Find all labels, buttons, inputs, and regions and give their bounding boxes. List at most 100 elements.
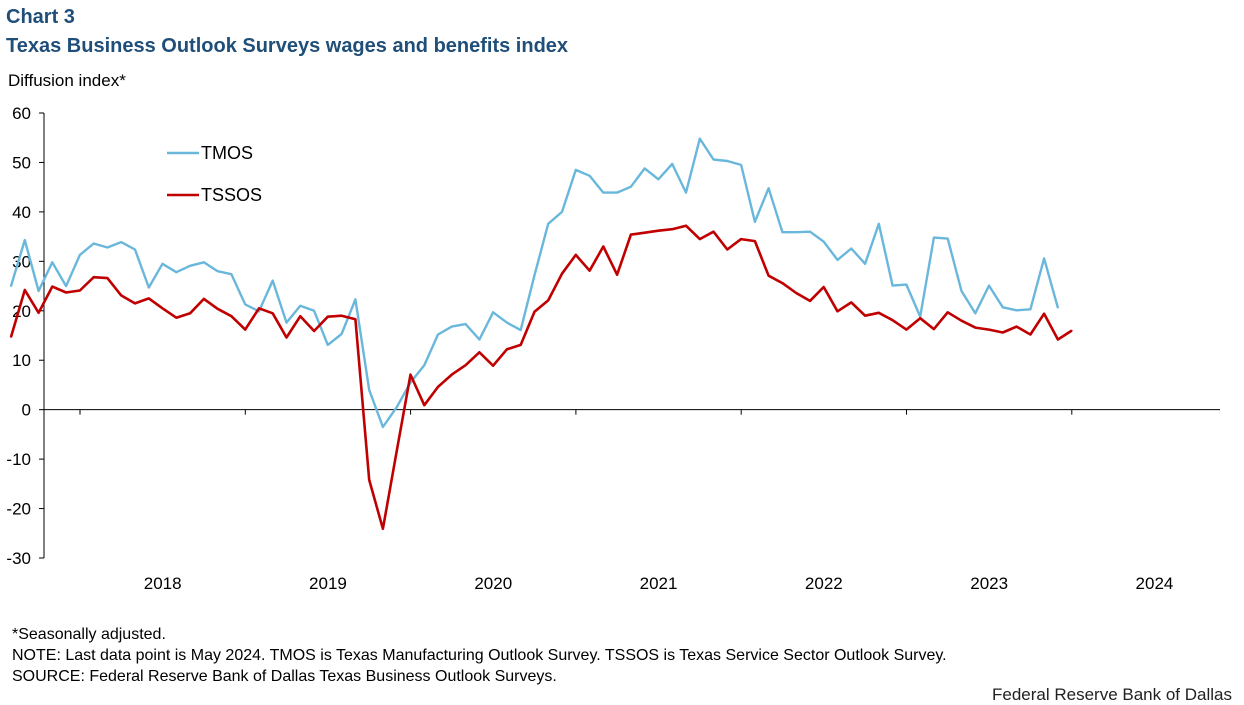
data-point-tmos bbox=[437, 333, 439, 336]
data-point-tssos bbox=[120, 294, 123, 297]
series-line-tmos bbox=[9, 137, 1060, 429]
data-point-tssos bbox=[864, 314, 866, 317]
data-point-tssos bbox=[313, 330, 315, 332]
data-point-tmos bbox=[354, 298, 357, 301]
data-point-tssos bbox=[478, 351, 481, 354]
data-point-tssos bbox=[822, 286, 825, 288]
data-point-tmos bbox=[685, 191, 687, 194]
data-point-tmos bbox=[781, 231, 784, 234]
data-point-tmos bbox=[712, 158, 715, 161]
data-point-tmos bbox=[933, 236, 935, 239]
data-point-tssos bbox=[781, 282, 784, 284]
x-tick-label: 2018 bbox=[144, 574, 182, 593]
data-point-tmos bbox=[175, 271, 178, 274]
data-point-tmos bbox=[616, 191, 618, 194]
data-point-tssos bbox=[643, 231, 646, 234]
data-point-tmos bbox=[450, 325, 453, 328]
y-tick-label: 0 bbox=[22, 401, 31, 420]
data-point-tssos bbox=[1070, 329, 1073, 332]
data-point-tssos bbox=[767, 274, 770, 277]
data-point-tmos bbox=[285, 321, 288, 324]
x-tick-label: 2024 bbox=[1136, 574, 1174, 593]
data-point-tmos bbox=[23, 239, 26, 242]
data-point-tssos bbox=[795, 292, 798, 294]
data-point-tmos bbox=[230, 273, 233, 276]
data-point-tmos bbox=[464, 323, 467, 325]
data-point-tssos bbox=[382, 527, 384, 530]
data-point-tssos bbox=[409, 373, 412, 376]
x-tick-label: 2022 bbox=[805, 574, 843, 593]
data-point-tmos bbox=[519, 329, 522, 331]
data-point-tssos bbox=[809, 300, 811, 302]
data-point-tssos bbox=[423, 404, 426, 407]
data-point-tmos bbox=[189, 264, 192, 267]
data-point-tssos bbox=[244, 328, 247, 331]
x-tick-label: 2019 bbox=[309, 574, 347, 593]
legend-label-tssos: TSSOS bbox=[201, 185, 262, 205]
data-point-tmos bbox=[161, 262, 164, 265]
data-point-tssos bbox=[368, 479, 371, 481]
data-point-tmos bbox=[657, 178, 660, 181]
data-point-tssos bbox=[988, 328, 990, 331]
data-point-tmos bbox=[740, 164, 742, 166]
data-point-tssos bbox=[519, 344, 522, 346]
data-point-tmos bbox=[1057, 306, 1059, 309]
data-point-tssos bbox=[946, 311, 949, 314]
data-point-tssos bbox=[299, 315, 302, 318]
data-point-tssos bbox=[712, 230, 715, 233]
data-point-tmos bbox=[326, 344, 329, 346]
data-point-tssos bbox=[1057, 338, 1059, 341]
data-point-tssos bbox=[51, 285, 54, 288]
data-point-tmos bbox=[905, 283, 908, 286]
data-point-tmos bbox=[974, 312, 977, 315]
data-point-tssos bbox=[437, 386, 439, 388]
data-point-tmos bbox=[134, 248, 136, 251]
data-point-tmos bbox=[271, 279, 274, 282]
data-point-tmos bbox=[1029, 308, 1032, 311]
data-point-tmos bbox=[313, 309, 315, 312]
data-point-tssos bbox=[1015, 325, 1018, 328]
data-point-tmos bbox=[836, 259, 839, 261]
data-point-tmos bbox=[51, 261, 54, 264]
data-point-tmos bbox=[891, 284, 894, 287]
data-point-tssos bbox=[740, 238, 742, 241]
data-point-tmos bbox=[754, 220, 756, 223]
data-point-tssos bbox=[65, 291, 67, 294]
data-point-tmos bbox=[588, 174, 591, 177]
data-point-tmos bbox=[643, 167, 646, 170]
data-point-tmos bbox=[809, 230, 811, 233]
data-point-tmos bbox=[671, 163, 674, 165]
data-point-tssos bbox=[533, 310, 536, 313]
data-point-tssos bbox=[836, 310, 839, 313]
data-point-tmos bbox=[850, 247, 853, 250]
data-point-tmos bbox=[767, 187, 770, 190]
data-point-tssos bbox=[23, 289, 26, 291]
data-point-tmos bbox=[216, 270, 219, 273]
chart-number: Chart 3 bbox=[6, 6, 75, 28]
data-point-tmos bbox=[630, 185, 632, 188]
data-point-tssos bbox=[326, 315, 329, 318]
data-point-tssos bbox=[698, 238, 701, 241]
data-point-tmos bbox=[822, 240, 825, 243]
chart-title: Texas Business Outlook Surveys wages and… bbox=[6, 35, 569, 57]
data-point-tmos bbox=[864, 262, 866, 265]
data-point-tmos bbox=[299, 304, 302, 307]
data-point-tmos bbox=[795, 231, 798, 234]
data-point-tssos bbox=[258, 307, 260, 310]
data-point-tssos bbox=[106, 277, 109, 279]
credit: Federal Reserve Bank of Dallas bbox=[991, 685, 1232, 704]
y-axis-label: Diffusion index* bbox=[8, 71, 126, 90]
data-point-tssos bbox=[340, 314, 343, 317]
data-point-tssos bbox=[960, 319, 963, 322]
y-tick-label: -10 bbox=[6, 450, 31, 469]
data-point-tssos bbox=[203, 298, 205, 300]
data-point-tssos bbox=[79, 289, 81, 292]
data-point-tssos bbox=[630, 233, 632, 236]
data-point-tmos bbox=[1043, 257, 1045, 260]
data-point-tssos bbox=[92, 276, 95, 279]
data-point-tmos bbox=[574, 169, 577, 171]
data-point-tssos bbox=[657, 229, 660, 232]
data-point-tssos bbox=[616, 273, 618, 276]
data-point-tmos bbox=[726, 160, 729, 162]
